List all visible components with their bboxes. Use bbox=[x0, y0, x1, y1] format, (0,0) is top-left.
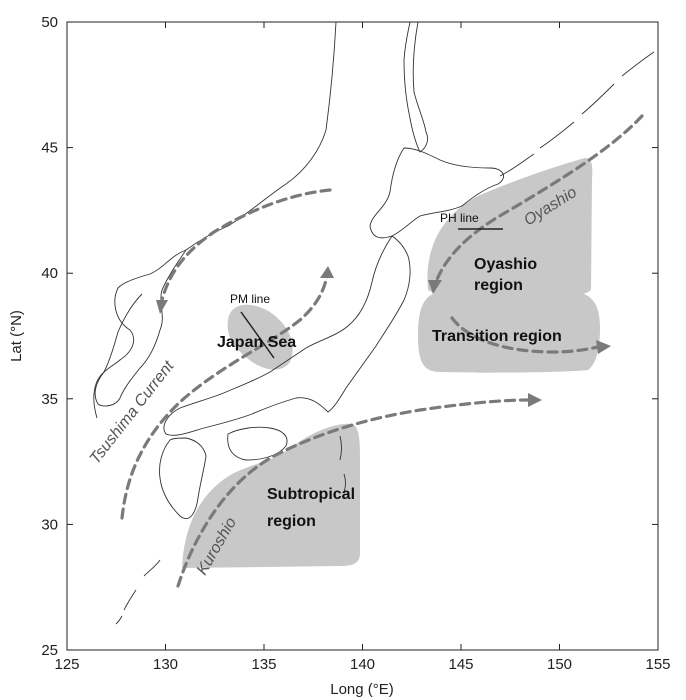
y-tick-label: 50 bbox=[41, 14, 58, 31]
kuroshio-arrowhead bbox=[528, 393, 542, 407]
oyashio-region-shape bbox=[427, 158, 593, 297]
y-tick-label: 30 bbox=[41, 516, 58, 533]
y-tick-label: 45 bbox=[41, 140, 58, 157]
liman-arrowhead bbox=[156, 300, 168, 314]
shikoku-coastline bbox=[227, 426, 288, 461]
ph-line-label: PH line bbox=[440, 211, 479, 225]
y-tick-label: 25 bbox=[41, 642, 58, 659]
mainland-coastline bbox=[93, 21, 337, 419]
sakhalin-coastline bbox=[403, 21, 429, 153]
x-tick-label: 125 bbox=[54, 656, 79, 673]
oyashio-region-label-line1: Oyashio bbox=[474, 256, 537, 273]
hokkaido-coastline bbox=[369, 147, 504, 239]
x-axis-label: Long (°E) bbox=[330, 681, 394, 698]
x-tick-label: 140 bbox=[350, 656, 375, 673]
x-tick-label: 130 bbox=[153, 656, 178, 673]
coastline-layer bbox=[93, 21, 655, 625]
tsushima-current-arrow bbox=[120, 274, 329, 520]
region-labels: Japan Sea Oyashio region Transition regi… bbox=[217, 256, 562, 530]
kuroshio-current-arrow bbox=[176, 398, 530, 588]
oyashio-region-label-line2: region bbox=[474, 277, 523, 294]
transition-arrowhead bbox=[596, 340, 611, 354]
y-axis-ticks: 25 30 35 40 45 50 bbox=[41, 14, 658, 659]
y-tick-label: 35 bbox=[41, 391, 58, 408]
pm-line-label: PM line bbox=[230, 292, 270, 306]
subtropical-region-label-line2: region bbox=[267, 513, 316, 530]
subtropical-region-shape bbox=[182, 423, 360, 568]
ryukyu-islands-coastline bbox=[115, 559, 161, 625]
izu-islands-coastline bbox=[339, 435, 346, 493]
sections-layer: PM line PH line bbox=[230, 211, 503, 359]
x-tick-label: 155 bbox=[645, 656, 670, 673]
tsushima-arrowhead bbox=[320, 266, 334, 278]
x-axis-ticks: 125 130 135 140 145 150 155 bbox=[54, 22, 671, 673]
liman-current-arrow bbox=[160, 188, 332, 302]
kyushu-coastline bbox=[159, 437, 207, 519]
y-axis-label: Lat (°N) bbox=[8, 310, 25, 362]
honshu-coastline bbox=[163, 235, 411, 436]
pm-line-segment bbox=[240, 311, 275, 359]
x-tick-label: 150 bbox=[547, 656, 572, 673]
kuril-islands-coastline bbox=[499, 51, 655, 177]
transition-current-arrow bbox=[450, 316, 600, 354]
subtropical-region-label-line1: Subtropical bbox=[267, 486, 355, 503]
y-tick-label: 40 bbox=[41, 265, 58, 282]
transition-region-label: Transition region bbox=[432, 328, 562, 345]
x-tick-label: 135 bbox=[251, 656, 276, 673]
oyashio-arrowhead bbox=[428, 280, 442, 294]
regions-layer bbox=[182, 158, 600, 568]
japan-sea-region-shape bbox=[227, 304, 293, 370]
japan-sea-label: Japan Sea bbox=[217, 334, 296, 351]
currents-layer bbox=[120, 114, 644, 588]
x-tick-label: 145 bbox=[448, 656, 473, 673]
